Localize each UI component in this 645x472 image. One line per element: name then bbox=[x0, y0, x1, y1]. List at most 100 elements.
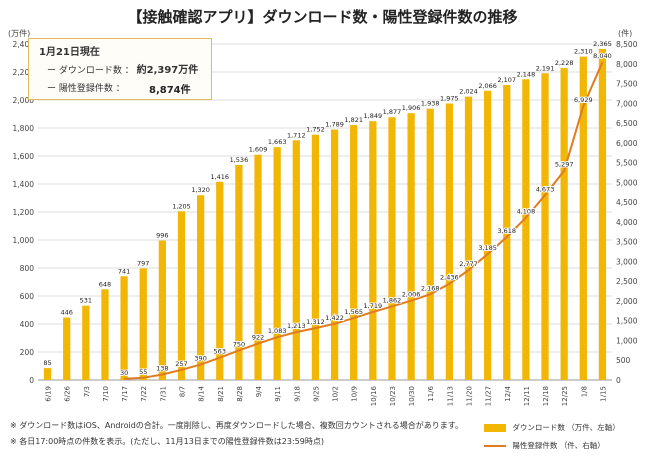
bar bbox=[464, 96, 473, 380]
bar bbox=[483, 90, 492, 380]
right-tick-label: 4,000 bbox=[616, 218, 638, 227]
bar bbox=[522, 79, 530, 380]
x-tick-label: 12/4 bbox=[504, 385, 512, 401]
bar-label: 1,975 bbox=[440, 95, 459, 103]
x-tick-label: 8/21 bbox=[217, 386, 225, 402]
x-tick-label: 7/31 bbox=[159, 386, 167, 402]
right-tick-label: 7,000 bbox=[616, 99, 638, 108]
bar-label: 2,310 bbox=[574, 48, 593, 56]
left-axis: 0 200 400 600 800 1,000 1,200 1,400 1,600 1,800 2,… bbox=[13, 40, 35, 385]
bar-label: 648 bbox=[99, 280, 111, 288]
line-label: 2,006 bbox=[402, 291, 421, 299]
line-label: 750 bbox=[233, 340, 245, 348]
bar bbox=[216, 181, 224, 380]
bar bbox=[273, 147, 281, 380]
bar-label: 1,752 bbox=[306, 126, 325, 134]
bar-label: 1,906 bbox=[402, 104, 421, 112]
x-tick-label: 6/26 bbox=[64, 385, 72, 401]
bar-label: 1,821 bbox=[344, 116, 363, 124]
x-tick-label: 8/14 bbox=[198, 385, 206, 401]
line-label: 1,213 bbox=[287, 322, 306, 330]
x-tick-label: 9/4 bbox=[255, 385, 263, 397]
bar-label: 1,536 bbox=[230, 156, 249, 164]
bar-label: 2,024 bbox=[459, 88, 478, 96]
bar-label: 1,849 bbox=[364, 112, 383, 120]
bar-label: 741 bbox=[118, 267, 130, 275]
left-tick-label: 0 bbox=[29, 376, 34, 385]
line-label: 922 bbox=[252, 334, 264, 342]
line-label: 4,108 bbox=[517, 208, 536, 216]
right-tick-label: 0 bbox=[616, 376, 621, 385]
bar-label: 1,877 bbox=[383, 108, 402, 116]
x-axis: 6/19 6/26 7/3 7/10 7/17 7/22 7/31 8/7 8/14 8/21 8/… bbox=[45, 385, 608, 406]
right-tick-label: 5,000 bbox=[616, 178, 638, 187]
x-tick-label: 9/25 bbox=[312, 386, 320, 402]
summary-downloads-label: ー ダウンロード数 ： bbox=[47, 66, 134, 76]
x-tick-label: 12/18 bbox=[542, 386, 550, 406]
left-tick-label: 400 bbox=[20, 320, 35, 329]
line-label: 138 bbox=[156, 365, 168, 373]
summary-date: 1月21日現在 bbox=[39, 47, 100, 58]
line-label: 6,929 bbox=[574, 96, 593, 104]
right-tick-label: 7,500 bbox=[616, 80, 638, 89]
legend-positives: 陽性登録件数 （件、右軸） bbox=[484, 440, 605, 451]
bar bbox=[120, 276, 128, 380]
left-tick-label: 1,200 bbox=[13, 208, 35, 217]
x-tick-label: 1/8 bbox=[580, 386, 588, 397]
bar bbox=[579, 56, 587, 380]
bar bbox=[426, 108, 434, 381]
bar bbox=[43, 368, 52, 380]
left-tick-label: 200 bbox=[20, 348, 35, 357]
x-tick-label: 1/15 bbox=[599, 386, 607, 402]
right-tick-label: 3,500 bbox=[616, 238, 638, 247]
bar-label: 1,320 bbox=[191, 186, 210, 194]
line-label: 1,083 bbox=[268, 327, 287, 335]
x-tick-label: 10/23 bbox=[389, 386, 397, 406]
x-tick-label: 9/18 bbox=[293, 386, 301, 402]
x-tick-label: 11/13 bbox=[446, 386, 454, 406]
chart-title: 【接触確認アプリ】ダウンロード数・陽性登録件数の推移 bbox=[127, 8, 518, 26]
x-tick-label: 12/11 bbox=[523, 386, 531, 406]
line-label: 5,297 bbox=[555, 161, 574, 169]
left-tick-label: 1,600 bbox=[13, 152, 35, 161]
bar-label: 2,228 bbox=[555, 59, 574, 67]
bar bbox=[292, 140, 300, 380]
left-tick-label: 600 bbox=[20, 292, 35, 301]
left-tick-label: 1,800 bbox=[13, 124, 35, 133]
x-tick-label: 8/28 bbox=[236, 386, 244, 402]
bar bbox=[177, 211, 186, 380]
bar bbox=[101, 289, 109, 380]
bar bbox=[350, 125, 358, 380]
bar-label: 996 bbox=[156, 232, 168, 240]
line-label: 4,673 bbox=[536, 185, 555, 193]
x-tick-label: 7/10 bbox=[102, 386, 110, 402]
bar-label: 1,789 bbox=[325, 121, 344, 129]
summary-positives-label: ー 陽性登録件数 ： bbox=[47, 84, 125, 94]
line-label: 390 bbox=[194, 355, 206, 363]
bar-label: 1,609 bbox=[249, 146, 268, 154]
summary-downloads-value: 約2,397万件 bbox=[136, 65, 199, 76]
x-tick-label: 6/19 bbox=[45, 386, 53, 402]
line-label: 1,719 bbox=[364, 302, 383, 310]
left-tick-label: 1,000 bbox=[13, 236, 35, 245]
bar-label: 797 bbox=[137, 259, 149, 267]
left-tick-label: 2,200 bbox=[13, 68, 35, 77]
download-bars bbox=[43, 48, 607, 381]
x-tick-label: 12/25 bbox=[561, 386, 569, 406]
bar-label: 1,712 bbox=[287, 131, 306, 139]
right-tick-label: 2,000 bbox=[616, 297, 638, 306]
summary-box: 1月21日現在 ー ダウンロード数 ： 約2,397万件 ー 陽性登録件数 ： … bbox=[28, 38, 212, 100]
bar-label: 531 bbox=[80, 297, 92, 305]
right-tick-label: 8,500 bbox=[616, 40, 638, 49]
left-tick-label: 2,400 bbox=[13, 40, 35, 49]
left-tick-label: 1,400 bbox=[13, 180, 35, 189]
right-tick-label: 1,500 bbox=[616, 317, 638, 326]
line-label: 3,185 bbox=[478, 244, 497, 252]
bar bbox=[388, 117, 396, 380]
right-axis-unit: (件) bbox=[618, 29, 633, 38]
right-tick-label: 1,000 bbox=[616, 336, 638, 345]
legend-positives-label: 陽性登録件数 （件、右軸） bbox=[512, 441, 605, 450]
line-label: 2,436 bbox=[440, 274, 459, 282]
